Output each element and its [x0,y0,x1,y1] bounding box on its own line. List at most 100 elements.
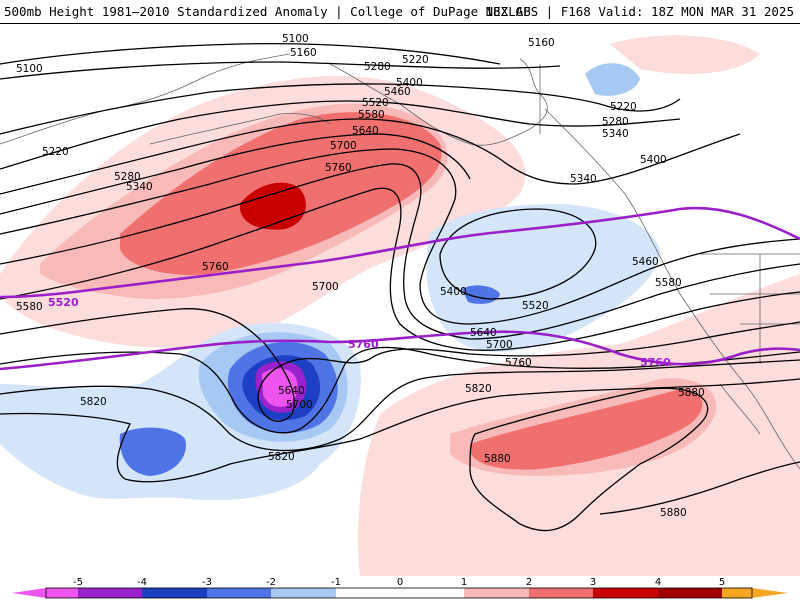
highlight-labels: 5520 5760 5760 [48,296,671,369]
contour-label: 5880 [678,387,705,399]
contour-label: 5760 [325,162,352,174]
contour-label: 5760 [505,357,532,369]
contour-5820 [0,378,800,483]
colorbar-tick: -3 [202,577,212,588]
contour-label: 5700 [330,140,357,152]
colorbar-swatch [271,588,336,598]
russia-coast [0,53,291,145]
colorbar-swatch [142,588,207,598]
contour-5160 [0,61,561,80]
colorbar-tick: 0 [397,577,403,588]
contour-label: 5280 [602,116,629,128]
colorbar-arrow-right [752,588,788,598]
highlight-5760-line [0,330,800,371]
contour-5400-west [0,133,471,215]
colorbar-tick: 2 [526,577,532,588]
colorbar-ticks: -5 -4 -3 -2 -1 0 1 2 3 4 5 [73,577,725,588]
model-valid-time: 18Z GFS | F168 Valid: 18Z MON MAR 31 202… [485,4,794,19]
contour-label: 5760 [202,261,229,273]
contour-label: 5280 [114,171,141,183]
contour-5460 [0,148,800,325]
contour-label: 5460 [632,256,659,268]
contour-label: 5640 [470,327,497,339]
us-states-grid [700,253,800,364]
colorbar-swatch [46,588,78,598]
colorbar-tick: -5 [73,577,83,588]
contour-label: 5100 [16,63,43,75]
contour-5280 [0,100,681,170]
contour-label: 5400 [440,286,467,298]
contour-label: 5340 [570,173,597,185]
contour-label: 5340 [602,128,629,140]
contour-label: 5700 [486,339,513,351]
contour-5640 [0,308,800,422]
contour-5880 [469,387,709,532]
colorbar-swatch [593,588,658,598]
contour-label: 5700 [286,399,313,411]
contour-label: 5160 [528,37,555,49]
contour-5700 [0,346,800,434]
contour-label: 5160 [290,47,317,59]
contour-label: 5820 [80,396,107,408]
highlight-label: 5760 [640,356,671,369]
contour-5340 [0,118,741,195]
highlight-5520-line [0,206,800,299]
contour-label: 5400 [396,77,423,89]
contour-label: 5820 [268,451,295,463]
colorbar-arrow-left [12,588,46,598]
colorbar-tick: -1 [331,577,341,588]
contour-label: 5580 [358,109,385,121]
contour-5880-east [599,461,800,515]
contour-label: 5580 [16,301,43,313]
contour-label: 5220 [42,146,69,158]
baja-california [719,383,761,435]
map-header: 500mb Height 1981–2010 Standardized Anom… [0,0,800,24]
colorbar-tick: -2 [266,577,276,588]
highlight-label: 5760 [348,338,379,351]
north-america-west-coast [544,108,800,470]
contour-label: 5220 [402,54,429,66]
aleutian-chain [149,113,331,145]
negative-anomaly-west [119,427,186,476]
colorbar-swatch [336,588,400,598]
colorbar-swatch [658,588,722,598]
contour-label: 5880 [660,507,687,519]
colorbar-tick: 1 [461,577,467,588]
contour-5520 [0,163,800,340]
negative-anomaly-ne [585,63,640,96]
contour-label: 5640 [278,385,305,397]
colorbar-swatches [12,587,788,599]
contour-5760 [0,359,800,452]
product-title: 500mb Height 1981–2010 Standardized Anom… [4,4,531,19]
colorbar-tick: 5 [719,577,725,588]
highlight-label: 5520 [48,296,79,309]
colorbar-tick: 3 [590,577,596,588]
colorbar-tick: 4 [655,577,661,588]
contour-label: 5460 [384,86,411,98]
contour-label: 5820 [465,383,492,395]
contour-label: 5100 [282,33,309,45]
contour-label: 5580 [655,277,682,289]
height-contours [0,43,800,532]
negative-anomaly-central-pacific-min [262,368,298,407]
anomaly-map: 5100 5100 5160 5160 5220 5220 5220 5280 … [0,24,800,576]
positive-anomaly-region-ne [610,35,760,74]
colorbar-swatch [78,588,142,598]
contour-label: 5400 [640,154,667,166]
negative-anomaly-gulf-of-alaska [426,204,660,352]
contour-5580 [0,187,800,351]
anomaly-shading [0,35,800,576]
colorbar-swatch [529,588,593,598]
positive-anomaly-strong-2 [470,389,703,470]
colorbar-swatch [207,588,271,598]
contour-5400-gulf [439,208,597,300]
contour-label: 5880 [484,453,511,465]
contour-labels: 5100 5100 5160 5160 5220 5220 5220 5280 … [16,33,705,519]
colorbar-swatch [464,588,529,598]
contour-label: 5220 [610,101,637,113]
contour-label: 5280 [364,61,391,73]
colorbar-tick: -4 [137,577,147,588]
contour-label: 5640 [352,125,379,137]
colorbar-swatch [722,588,752,598]
contour-label: 5340 [126,181,153,193]
